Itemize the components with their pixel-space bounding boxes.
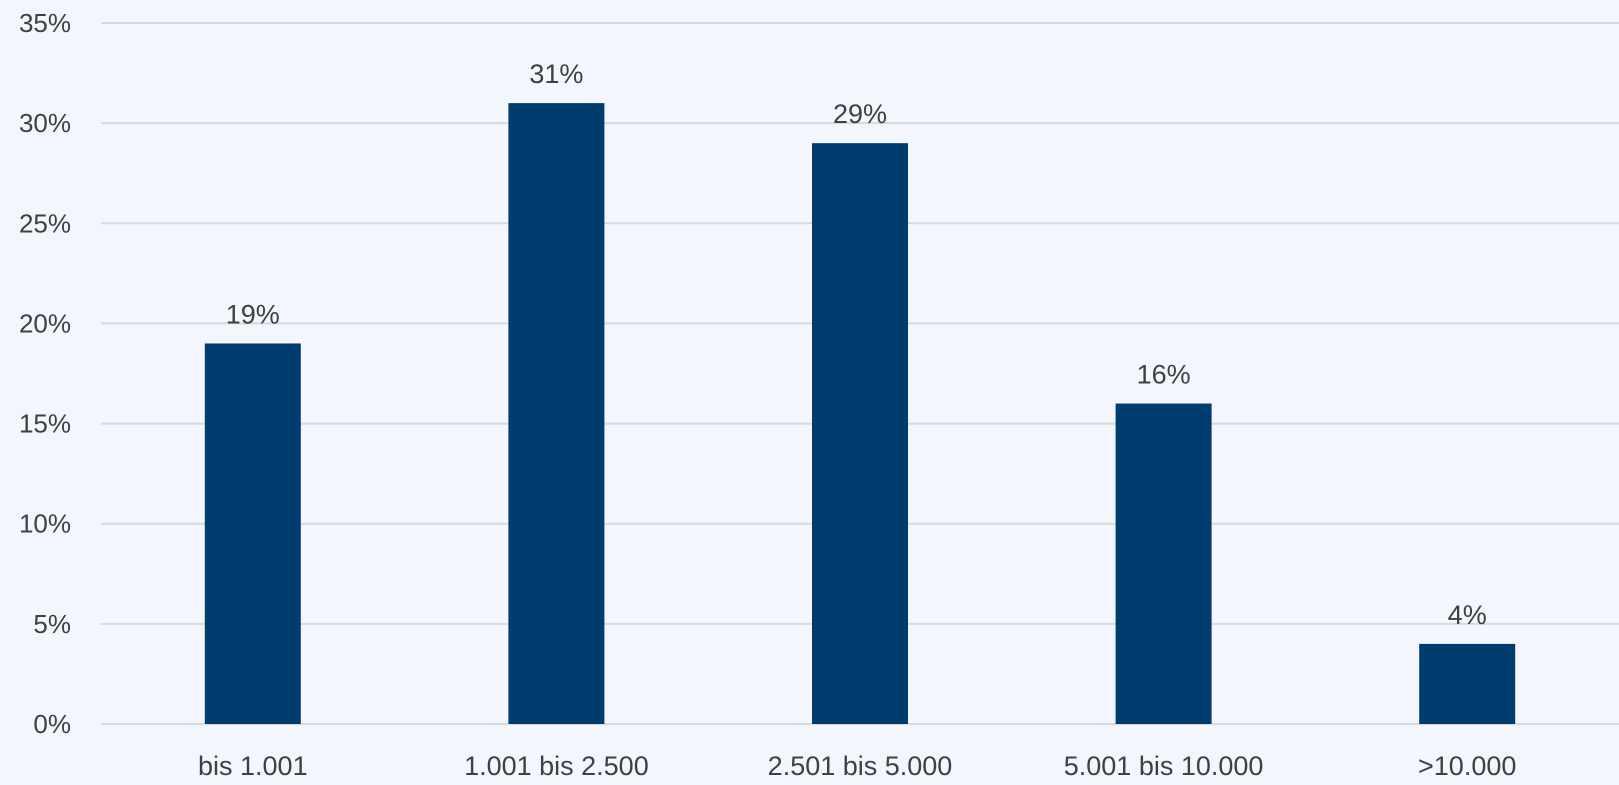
bar: [1115, 403, 1212, 724]
x-tick-label: bis 1.001: [198, 751, 308, 781]
bar: [812, 143, 908, 724]
x-tick-label: >10.000: [1418, 751, 1516, 781]
x-tick-label: 1.001 bis 2.500: [464, 751, 649, 781]
y-tick-label: 20%: [19, 308, 71, 338]
y-tick-label: 25%: [19, 208, 71, 238]
x-tick-label: 2.501 bis 5.000: [768, 751, 953, 781]
bars: [204, 103, 1516, 725]
data-label: 31%: [529, 59, 583, 89]
y-tick-label: 30%: [19, 108, 71, 138]
y-tick-label: 15%: [19, 409, 71, 439]
data-label: 29%: [833, 99, 887, 129]
data-label: 16%: [1137, 360, 1191, 390]
bar: [204, 343, 301, 724]
data-label: 4%: [1448, 600, 1487, 630]
y-tick-label: 35%: [19, 8, 71, 38]
y-tick-label: 10%: [19, 509, 71, 539]
data-label: 19%: [226, 299, 280, 329]
data-labels: 19% 31% 29% 16% 4%: [226, 59, 1487, 630]
y-tick-label: 0%: [33, 709, 71, 739]
bar: [508, 103, 605, 725]
x-axis: bis 1.001 1.001 bis 2.500 2.501 bis 5.000 5…: [198, 751, 1516, 781]
x-tick-label: 5.001 bis 10.000: [1064, 751, 1264, 781]
bar: [1419, 643, 1516, 724]
y-axis: 0% 5% 10% 15% 20% 25% 30% 35%: [19, 8, 71, 739]
y-tick-label: 5%: [33, 609, 71, 639]
